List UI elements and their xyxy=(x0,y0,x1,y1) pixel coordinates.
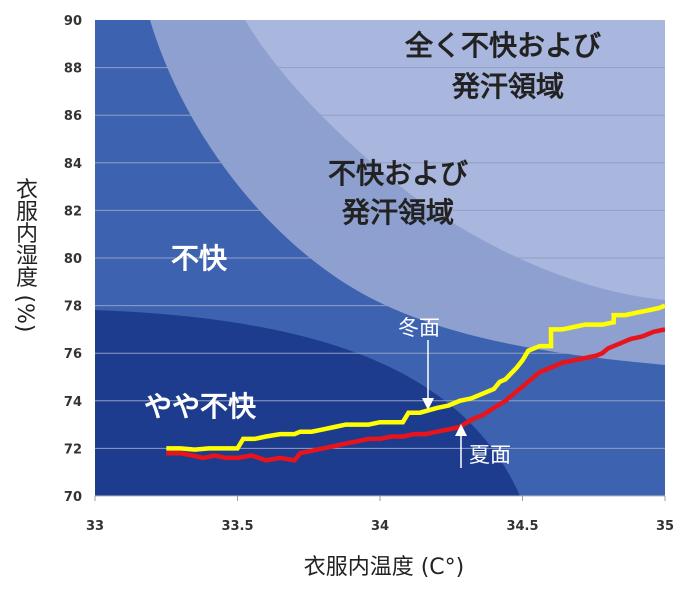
x-tick-label: 33.5 xyxy=(221,519,253,534)
annotations: 冬面 夏面 xyxy=(398,316,511,468)
y-tick-label: 76 xyxy=(64,347,82,362)
region-label-uncomfortable-sweating-line2: 発汗領域 xyxy=(341,196,454,229)
y-tick-label: 70 xyxy=(64,490,82,505)
grid-lines xyxy=(95,67,665,449)
region-labels: 全く不快および 発汗領域 不快および 発汗領域 不快 やや不快 xyxy=(144,29,601,423)
y-tick-label: 72 xyxy=(64,442,82,457)
series-layer xyxy=(166,303,665,463)
region-label-slightly-uncomfortable: やや不快 xyxy=(144,390,257,423)
y-tick-labels: 90 88 86 84 82 80 78 76 74 72 70 xyxy=(64,14,82,505)
y-tick-label: 90 xyxy=(64,14,82,29)
x-axis-title: 衣服内温度 (C°) xyxy=(304,555,465,580)
y-tick-label: 82 xyxy=(64,204,82,219)
region-label-very-uncomfortable-line2: 発汗領域 xyxy=(451,70,564,103)
x-tick-label: 33 xyxy=(86,519,104,534)
axes xyxy=(94,495,666,501)
annotation-summer-arrow-head xyxy=(455,424,467,436)
y-axis-title: 衣服内湿度 (%) xyxy=(12,177,38,332)
region-label-uncomfortable: 不快 xyxy=(171,242,228,275)
annotation-winter-arrow-head xyxy=(422,398,434,410)
series-line-summer xyxy=(166,327,665,463)
annotation-summer-label: 夏面 xyxy=(469,443,511,467)
x-tick-labels: 33 33.5 34 34.5 35 xyxy=(86,519,674,534)
annotation-winter-label: 冬面 xyxy=(398,316,440,340)
y-tick-label: 86 xyxy=(64,109,82,124)
region-label-uncomfortable-sweating-line1: 不快および xyxy=(328,157,468,190)
y-tick-label: 80 xyxy=(64,252,82,267)
series-line-winter xyxy=(166,303,665,452)
region-very-uncomfortable-sweating xyxy=(245,20,665,300)
y-tick-label: 84 xyxy=(64,157,82,172)
y-tick-label: 78 xyxy=(64,300,82,315)
region-label-very-uncomfortable-line1: 全く不快および xyxy=(404,29,601,62)
x-tick-label: 34 xyxy=(371,519,389,534)
x-tick-label: 34.5 xyxy=(506,519,538,534)
y-tick-label: 74 xyxy=(64,395,82,410)
x-tick-label: 35 xyxy=(656,519,674,534)
y-tick-label: 88 xyxy=(64,62,82,77)
